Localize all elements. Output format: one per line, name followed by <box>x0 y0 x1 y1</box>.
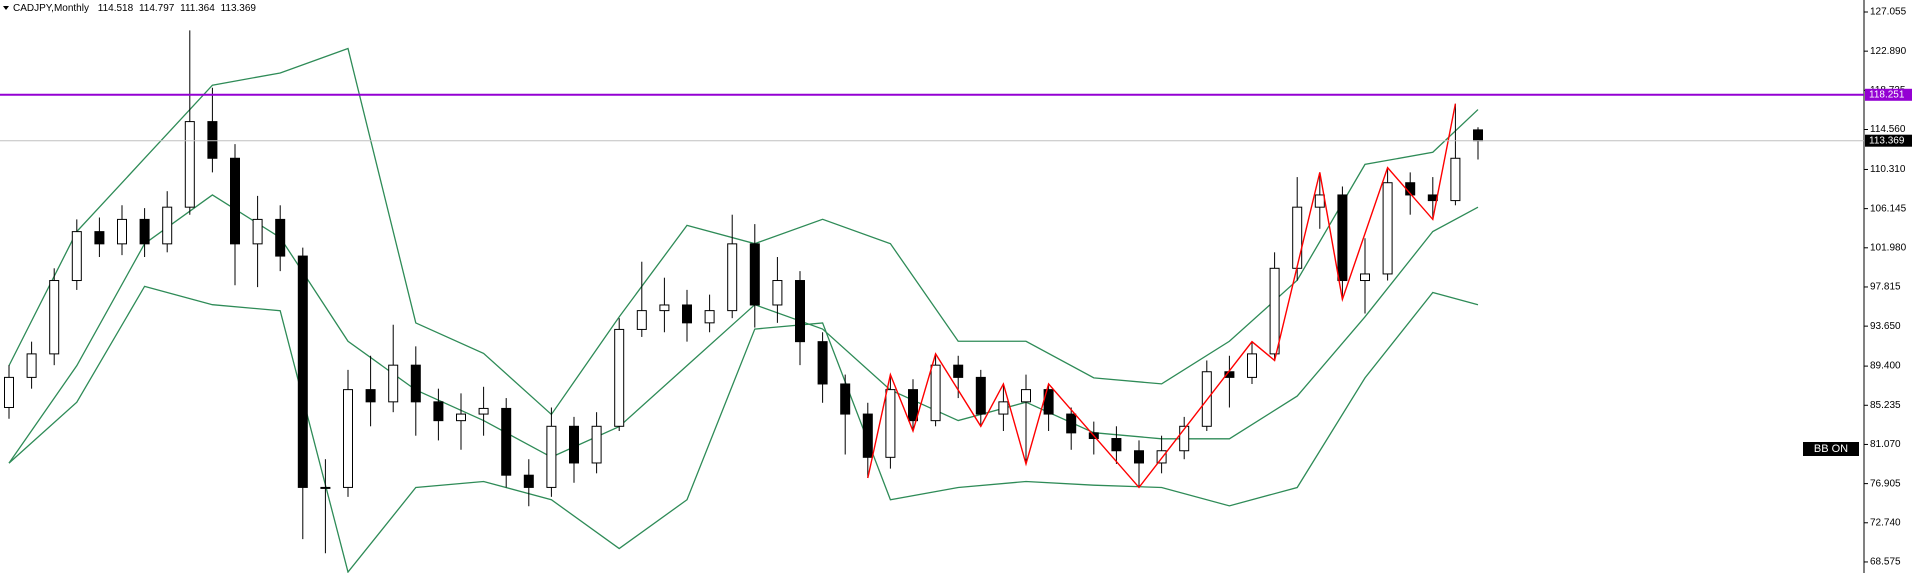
candle-body <box>117 218 127 245</box>
current-price-label: 113.369 <box>1869 135 1905 146</box>
candle-body <box>840 383 851 415</box>
candle-body <box>365 389 376 403</box>
candle-body <box>1179 425 1190 452</box>
candle-body <box>4 376 14 408</box>
level-label: 118.251 <box>1869 89 1905 100</box>
current-price-box <box>1865 134 1912 147</box>
candle-body <box>501 407 512 476</box>
bollinger-band <box>8 285 1479 573</box>
candle-body <box>1156 450 1167 464</box>
candle-body <box>1066 413 1077 434</box>
header-arrow <box>3 6 9 10</box>
y-tick-label: 85.235 <box>1870 400 1901 411</box>
candle-body <box>795 280 805 343</box>
candle-body <box>953 364 964 378</box>
y-tick-label: 72.740 <box>1870 517 1901 528</box>
candle-body <box>343 389 353 488</box>
y-tick-label: 76.905 <box>1870 478 1901 489</box>
candle-body <box>1247 353 1257 378</box>
header-close: 113.369 <box>221 3 257 14</box>
candle-body <box>94 231 105 245</box>
candle-body <box>275 218 286 257</box>
candle-body <box>71 231 82 282</box>
y-tick-label: 97.815 <box>1870 282 1901 293</box>
candle-body <box>478 407 489 415</box>
candle-body <box>162 206 173 245</box>
candle-body <box>862 413 873 458</box>
candle-body <box>1360 273 1370 282</box>
candle-body <box>1269 267 1280 355</box>
level-box <box>1865 88 1912 101</box>
candle-body <box>591 425 602 464</box>
candle-body <box>433 401 444 422</box>
y-tick-label: 81.070 <box>1870 439 1901 450</box>
candle-body <box>817 341 828 385</box>
y-tick-label: 110.310 <box>1870 164 1906 175</box>
candle-body <box>252 218 263 245</box>
candle-body <box>569 425 579 464</box>
candle-body <box>410 364 421 403</box>
y-tick-label: 122.890 <box>1870 46 1907 57</box>
candle-body <box>207 121 218 159</box>
y-tick-label: 106.145 <box>1870 203 1907 214</box>
zigzag <box>867 103 1457 489</box>
indicator-box <box>1803 442 1859 456</box>
candle-body <box>1382 182 1393 275</box>
candle-body <box>659 304 670 312</box>
y-tick-label: 114.560 <box>1870 124 1906 135</box>
header-open: 114.518 <box>98 3 134 14</box>
header-low: 111.364 <box>180 3 215 14</box>
candle-body <box>975 376 986 415</box>
candle-body <box>49 280 60 355</box>
candle-body <box>636 310 647 330</box>
candle-body <box>749 243 760 306</box>
candle-body <box>1314 194 1325 208</box>
candle-body <box>388 364 399 403</box>
candle-body <box>704 310 715 324</box>
candle-body <box>546 425 557 488</box>
candle-body <box>772 280 783 306</box>
y-tick-label: 68.575 <box>1870 557 1901 568</box>
candle-body <box>297 255 308 488</box>
candle-body <box>523 474 534 488</box>
y-tick-label: 89.400 <box>1870 361 1901 372</box>
candle-body <box>184 121 195 208</box>
candle-body <box>230 157 240 245</box>
y-tick-label: 93.650 <box>1870 321 1901 332</box>
candle-body <box>1021 389 1031 403</box>
candle-body <box>682 304 692 324</box>
indicator-label: BB ON <box>1814 443 1848 455</box>
candle-body <box>727 243 738 312</box>
y-tick-label: 127.055 <box>1870 7 1907 18</box>
candle-body <box>139 218 150 245</box>
candle-body <box>885 389 896 458</box>
candle-body <box>26 353 37 378</box>
candle-body <box>614 328 625 427</box>
header-high: 114.797 <box>139 3 175 14</box>
candle-body <box>1337 194 1348 282</box>
y-tick-label: 101.980 <box>1870 242 1907 253</box>
candle-body <box>998 401 1009 415</box>
candle-body <box>320 486 331 489</box>
candle-body <box>1134 450 1144 464</box>
candle-body <box>456 413 466 422</box>
header: CADJPY,Monthly 114.518 114.797 111.364 1… <box>13 3 256 14</box>
candle-body <box>1450 157 1461 202</box>
candle-body <box>930 364 941 422</box>
candle-body <box>908 389 918 422</box>
candle-body <box>1292 206 1303 269</box>
symbol-title: CADJPY,Monthly <box>13 3 89 14</box>
candle-body <box>1111 438 1122 452</box>
candle-body <box>1473 129 1483 142</box>
